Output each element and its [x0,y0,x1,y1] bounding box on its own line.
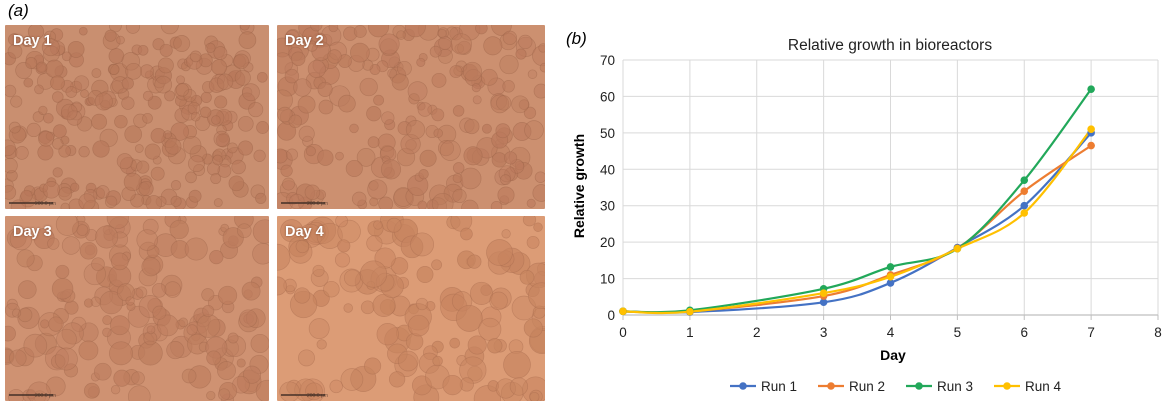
series-points [619,85,1095,316]
data-point [953,244,962,253]
data-point [1087,85,1095,93]
micrograph-day-1: Day 1 200.0 µm [5,25,269,209]
series-lines [622,88,1092,315]
micrograph-day-2: Day 2 200.0 µm [277,25,545,209]
axes [622,314,1159,320]
y-tick-label: 60 [600,89,615,104]
day-label: Day 1 [13,33,52,49]
x-tick-label: 2 [753,325,761,340]
x-tick-label: 6 [1020,325,1028,340]
data-point [886,263,895,271]
data-point [1020,187,1029,195]
y-axis-label: Relative growth [571,134,587,238]
day-label: Day 2 [285,33,324,49]
series-line-run-4 [622,128,1092,315]
legend-marker [1003,382,1011,390]
x-tick-label: 1 [686,325,694,340]
data-point [619,307,627,316]
scale-bar-label: 200.0 µm [35,201,56,207]
scale-bar-label: 200.0 µm [307,201,328,207]
data-point [886,279,895,287]
data-point [686,307,694,316]
y-tick-label: 50 [600,126,615,141]
legend-marker [915,382,923,390]
legend-marker [739,382,747,390]
x-tick-label: 8 [1154,325,1162,340]
scale-bar [281,202,325,204]
data-point [1020,209,1029,217]
x-tick-label: 7 [1087,325,1095,340]
day-label: Day 4 [285,224,324,240]
y-tick-label: 10 [600,272,615,287]
micrograph-texture [5,216,269,401]
x-tick-label: 5 [954,325,962,340]
x-axis-label: Day [880,347,906,363]
micrograph-texture [277,25,545,209]
scale-bar-label: 200.0 µm [35,393,56,399]
legend-marker [827,382,835,390]
line-chart: Relative growth in bioreactors 010203040… [571,37,1162,394]
micrograph-texture [277,216,545,401]
y-tick-label: 0 [607,308,615,323]
data-point [1020,201,1029,210]
panel-a-label: (a) [8,1,29,20]
data-point [819,289,828,297]
day-label: Day 3 [13,224,52,240]
scale-bar-label: 200.0 µm [307,393,328,399]
legend-label: Run 4 [1025,379,1062,394]
micrograph-texture [5,25,269,209]
data-point [819,298,828,307]
legend-label: Run 3 [937,379,973,394]
scale-bar [9,394,53,396]
legend: Run 1 Run 2 Run 3 Run 4 [730,379,1062,394]
data-point [886,272,895,281]
scale-bar [9,202,53,204]
panel-b-label: (b) [566,29,587,48]
data-point [1087,125,1095,134]
x-tick-label: 3 [820,325,828,340]
legend-label: Run 2 [849,379,885,394]
tick-labels: 0 10 20 30 40 50 60 70 0 1 2 3 4 5 6 7 8 [600,53,1162,340]
micrograph-day-3: Day 3 200.0 µm [5,216,269,401]
micrograph-day-4: Day 4 200.0 µm [277,216,545,401]
y-tick-label: 70 [600,53,615,68]
x-tick-label: 0 [619,325,627,340]
legend-label: Run 1 [761,379,797,394]
data-point [1020,176,1029,185]
x-tick-label: 4 [887,325,895,340]
scale-bar [281,394,325,396]
y-tick-label: 40 [600,162,615,177]
data-point [1087,141,1095,150]
y-tick-label: 20 [600,235,615,250]
y-tick-label: 30 [600,199,615,214]
chart-title: Relative growth in bioreactors [788,37,992,54]
